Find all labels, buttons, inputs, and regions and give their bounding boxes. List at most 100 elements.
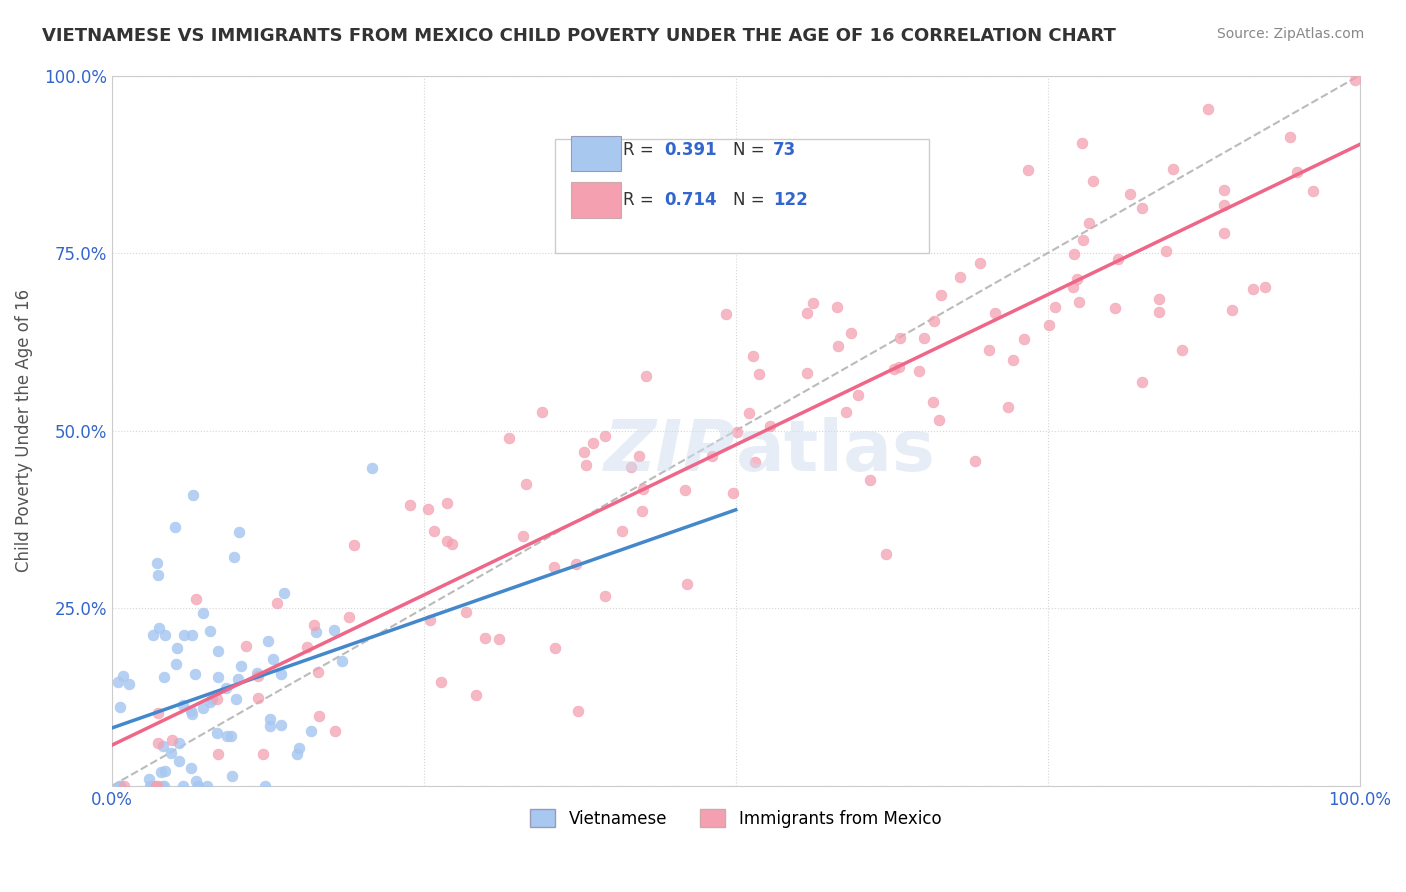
Point bbox=[456, 605, 478, 619]
Point bbox=[219, 729, 242, 743]
Point bbox=[1241, 282, 1264, 296]
Point bbox=[1130, 375, 1153, 389]
Point bbox=[1161, 161, 1184, 176]
Point bbox=[928, 413, 950, 427]
Point bbox=[108, 700, 131, 714]
Point bbox=[634, 369, 657, 384]
Point bbox=[141, 779, 163, 793]
Point bbox=[725, 425, 748, 439]
Point bbox=[748, 367, 770, 381]
Y-axis label: Child Poverty Under the Age of 16: Child Poverty Under the Age of 16 bbox=[15, 289, 32, 572]
Point bbox=[142, 628, 165, 642]
Point bbox=[1171, 343, 1194, 358]
Point bbox=[977, 343, 1000, 357]
Text: Source: ZipAtlas.com: Source: ZipAtlas.com bbox=[1216, 27, 1364, 41]
Point bbox=[564, 557, 586, 571]
Point bbox=[307, 665, 329, 680]
Point bbox=[924, 314, 946, 328]
Point bbox=[187, 779, 209, 793]
Point bbox=[1197, 102, 1219, 116]
Point bbox=[180, 705, 202, 719]
Point bbox=[544, 641, 567, 656]
Point bbox=[150, 779, 173, 793]
Point bbox=[299, 724, 322, 739]
Point bbox=[825, 300, 848, 314]
Point bbox=[107, 675, 129, 690]
Point bbox=[141, 779, 163, 793]
Point bbox=[226, 672, 249, 686]
Point bbox=[323, 723, 346, 738]
Point bbox=[676, 577, 699, 591]
Point bbox=[1279, 129, 1302, 144]
Point bbox=[846, 388, 869, 402]
Point bbox=[1069, 295, 1091, 310]
Text: N =: N = bbox=[734, 191, 770, 209]
Point bbox=[295, 640, 318, 655]
Point bbox=[575, 458, 598, 472]
Point bbox=[181, 488, 204, 502]
Point bbox=[889, 360, 911, 375]
Point bbox=[1062, 279, 1084, 293]
Point bbox=[997, 400, 1019, 414]
Point bbox=[205, 726, 228, 740]
Point bbox=[108, 779, 131, 793]
Point bbox=[112, 669, 135, 683]
Point bbox=[1344, 73, 1367, 87]
Text: 0.391: 0.391 bbox=[665, 141, 717, 159]
Point bbox=[153, 628, 176, 642]
Point bbox=[322, 623, 344, 637]
Point bbox=[259, 712, 281, 726]
Point bbox=[875, 547, 897, 561]
Point bbox=[225, 691, 247, 706]
Point bbox=[180, 761, 202, 775]
Point bbox=[1212, 226, 1234, 240]
Point bbox=[673, 483, 696, 498]
Point bbox=[201, 692, 224, 706]
Point bbox=[839, 326, 862, 341]
Point bbox=[153, 671, 176, 685]
Point bbox=[195, 779, 218, 793]
Point bbox=[160, 746, 183, 760]
FancyBboxPatch shape bbox=[571, 182, 621, 218]
Point bbox=[630, 503, 652, 517]
Point bbox=[361, 461, 384, 475]
Point bbox=[215, 729, 238, 743]
Point bbox=[1108, 252, 1130, 267]
Text: VIETNAMESE VS IMMIGRANTS FROM MEXICO CHILD POVERTY UNDER THE AGE OF 16 CORRELATI: VIETNAMESE VS IMMIGRANTS FROM MEXICO CHI… bbox=[42, 27, 1116, 45]
Point bbox=[1154, 244, 1177, 259]
Point bbox=[515, 477, 537, 491]
Point bbox=[181, 707, 204, 722]
Point bbox=[253, 779, 276, 793]
Point bbox=[631, 482, 654, 496]
Text: ZIP: ZIP bbox=[603, 417, 735, 486]
Point bbox=[859, 473, 882, 487]
Point bbox=[146, 706, 169, 720]
Point bbox=[440, 537, 463, 551]
Point bbox=[1002, 353, 1025, 368]
Point bbox=[419, 613, 441, 627]
Point bbox=[741, 349, 763, 363]
Point bbox=[610, 524, 633, 539]
Text: 73: 73 bbox=[773, 141, 796, 159]
Point bbox=[138, 772, 160, 786]
Point bbox=[1071, 136, 1094, 150]
Point bbox=[436, 496, 458, 510]
Point bbox=[118, 677, 141, 691]
Point bbox=[337, 609, 360, 624]
Point bbox=[165, 657, 187, 672]
Point bbox=[112, 779, 135, 793]
Point bbox=[305, 624, 328, 639]
Point bbox=[465, 688, 488, 702]
Point bbox=[257, 634, 280, 648]
Legend: Vietnamese, Immigrants from Mexico: Vietnamese, Immigrants from Mexico bbox=[523, 803, 948, 834]
Point bbox=[593, 590, 616, 604]
Point bbox=[531, 405, 554, 419]
Text: R =: R = bbox=[623, 191, 659, 209]
Point bbox=[1254, 280, 1277, 294]
Point bbox=[172, 779, 194, 793]
Point bbox=[423, 524, 446, 539]
Point bbox=[796, 306, 818, 320]
Point bbox=[1212, 198, 1234, 212]
Point bbox=[302, 618, 325, 632]
Point bbox=[1285, 165, 1308, 179]
